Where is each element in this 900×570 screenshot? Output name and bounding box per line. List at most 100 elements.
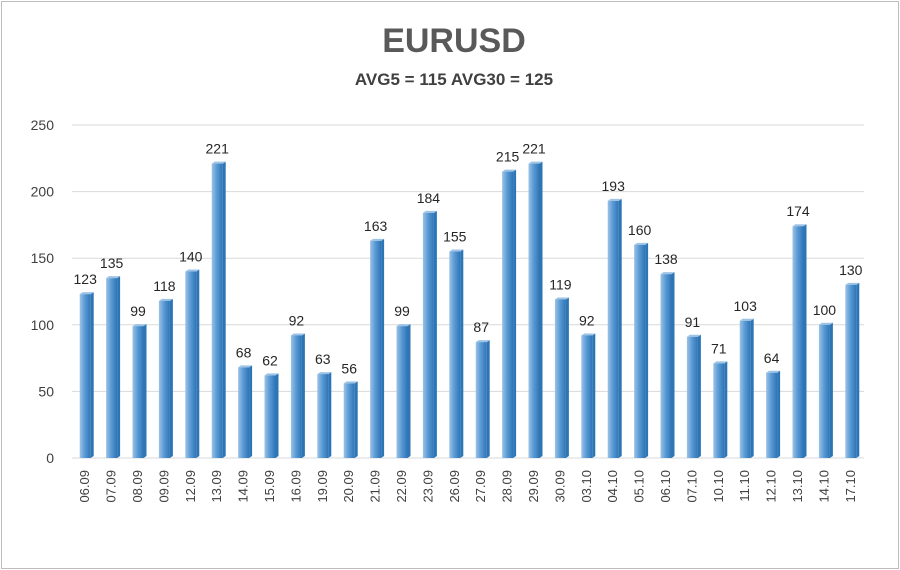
- y-tick-label: 100: [31, 317, 55, 333]
- bar-front: [686, 336, 698, 458]
- data-label: 71: [711, 340, 727, 356]
- x-axis-ticks: 06.09 07.09 08.09 09.09 12.09 13.09 14.09 15.09…: [77, 470, 858, 503]
- bar: [660, 272, 675, 458]
- bar-side: [354, 381, 358, 458]
- bar-side: [328, 372, 332, 458]
- bar: [792, 224, 807, 458]
- data-label: 56: [341, 360, 357, 376]
- x-tick-label: 12.09: [183, 470, 198, 503]
- x-tick-label: 12.10: [764, 470, 779, 503]
- bar-front: [739, 320, 751, 458]
- data-label: 100: [813, 302, 837, 318]
- bar-top: [818, 322, 833, 325]
- bar-top: [132, 324, 147, 327]
- bar-top: [660, 272, 675, 275]
- bar-side: [90, 292, 94, 458]
- bar-front: [502, 171, 514, 458]
- data-label: 123: [74, 271, 98, 287]
- bar-top: [317, 372, 332, 375]
- data-label: 62: [262, 352, 278, 368]
- data-label: 221: [522, 141, 546, 157]
- bar: [845, 282, 860, 458]
- bar-top: [370, 238, 385, 241]
- bar-side: [249, 365, 253, 458]
- bar-front: [290, 335, 302, 458]
- bar-side: [169, 298, 173, 458]
- data-label: 99: [394, 303, 410, 319]
- y-tick-label: 50: [38, 383, 54, 399]
- bar-top: [290, 333, 305, 336]
- bars: [79, 161, 860, 459]
- bar-front: [264, 375, 276, 458]
- bar-side: [486, 340, 490, 458]
- bar-top: [449, 249, 464, 252]
- data-label: 64: [764, 350, 780, 366]
- data-label: 118: [153, 278, 176, 294]
- bar: [396, 324, 411, 458]
- x-tick-label: 03.10: [579, 470, 594, 503]
- bar: [185, 269, 200, 458]
- bar-top: [238, 365, 253, 368]
- bar-side: [777, 370, 781, 458]
- bar: [449, 249, 464, 458]
- bar: [686, 334, 701, 458]
- data-label: 92: [289, 312, 305, 328]
- bar-front: [660, 274, 672, 458]
- bar-top: [502, 169, 517, 172]
- bar-side: [829, 322, 833, 458]
- bar: [238, 365, 253, 458]
- bar-side: [407, 324, 411, 458]
- x-tick-label: 09.09: [156, 470, 171, 503]
- bar-front: [475, 342, 487, 458]
- x-tick-label: 07.09: [104, 470, 119, 503]
- bar-side: [196, 269, 200, 458]
- bar-front: [818, 324, 830, 458]
- bar: [211, 161, 226, 459]
- x-tick-label: 26.09: [447, 470, 462, 503]
- data-label: 140: [179, 249, 203, 265]
- data-label: 184: [417, 190, 441, 206]
- bar-side: [275, 373, 279, 458]
- bar-top: [79, 292, 94, 295]
- bar-side: [117, 276, 121, 458]
- bar-front: [238, 367, 250, 458]
- bar: [528, 161, 543, 459]
- bar: [739, 318, 754, 458]
- data-label: 87: [473, 319, 489, 335]
- y-tick-label: 200: [31, 184, 55, 200]
- bar: [290, 333, 305, 458]
- bar: [317, 372, 332, 458]
- data-label: 135: [100, 255, 124, 271]
- bar-front: [422, 212, 434, 458]
- bar-front: [766, 372, 778, 458]
- bar-side: [724, 361, 728, 458]
- bar: [264, 373, 279, 458]
- bar-side: [513, 169, 517, 458]
- data-label: 138: [654, 251, 678, 267]
- x-tick-label: 04.10: [605, 470, 620, 503]
- bar-top: [106, 276, 121, 279]
- bar-side: [750, 318, 754, 458]
- x-tick-label: 10.10: [711, 470, 726, 503]
- x-tick-label: 20.09: [341, 470, 356, 503]
- bar: [343, 381, 358, 458]
- x-tick-label: 23.09: [420, 470, 435, 503]
- x-tick-label: 28.09: [500, 470, 515, 503]
- data-label: 119: [549, 276, 572, 292]
- data-label: 193: [602, 178, 626, 194]
- bar: [79, 292, 94, 458]
- bar-side: [460, 249, 464, 458]
- x-tick-label: 06.10: [658, 470, 673, 503]
- data-label: 68: [236, 344, 252, 360]
- bar-side: [803, 224, 807, 458]
- bar-top: [343, 381, 358, 384]
- data-label: 174: [786, 203, 810, 219]
- data-label: 215: [496, 149, 520, 165]
- data-label: 221: [206, 141, 230, 157]
- x-tick-label: 22.09: [394, 470, 409, 503]
- bar: [634, 242, 649, 458]
- bar-side: [856, 282, 860, 458]
- data-label: 155: [443, 229, 467, 245]
- bar-front: [370, 240, 382, 458]
